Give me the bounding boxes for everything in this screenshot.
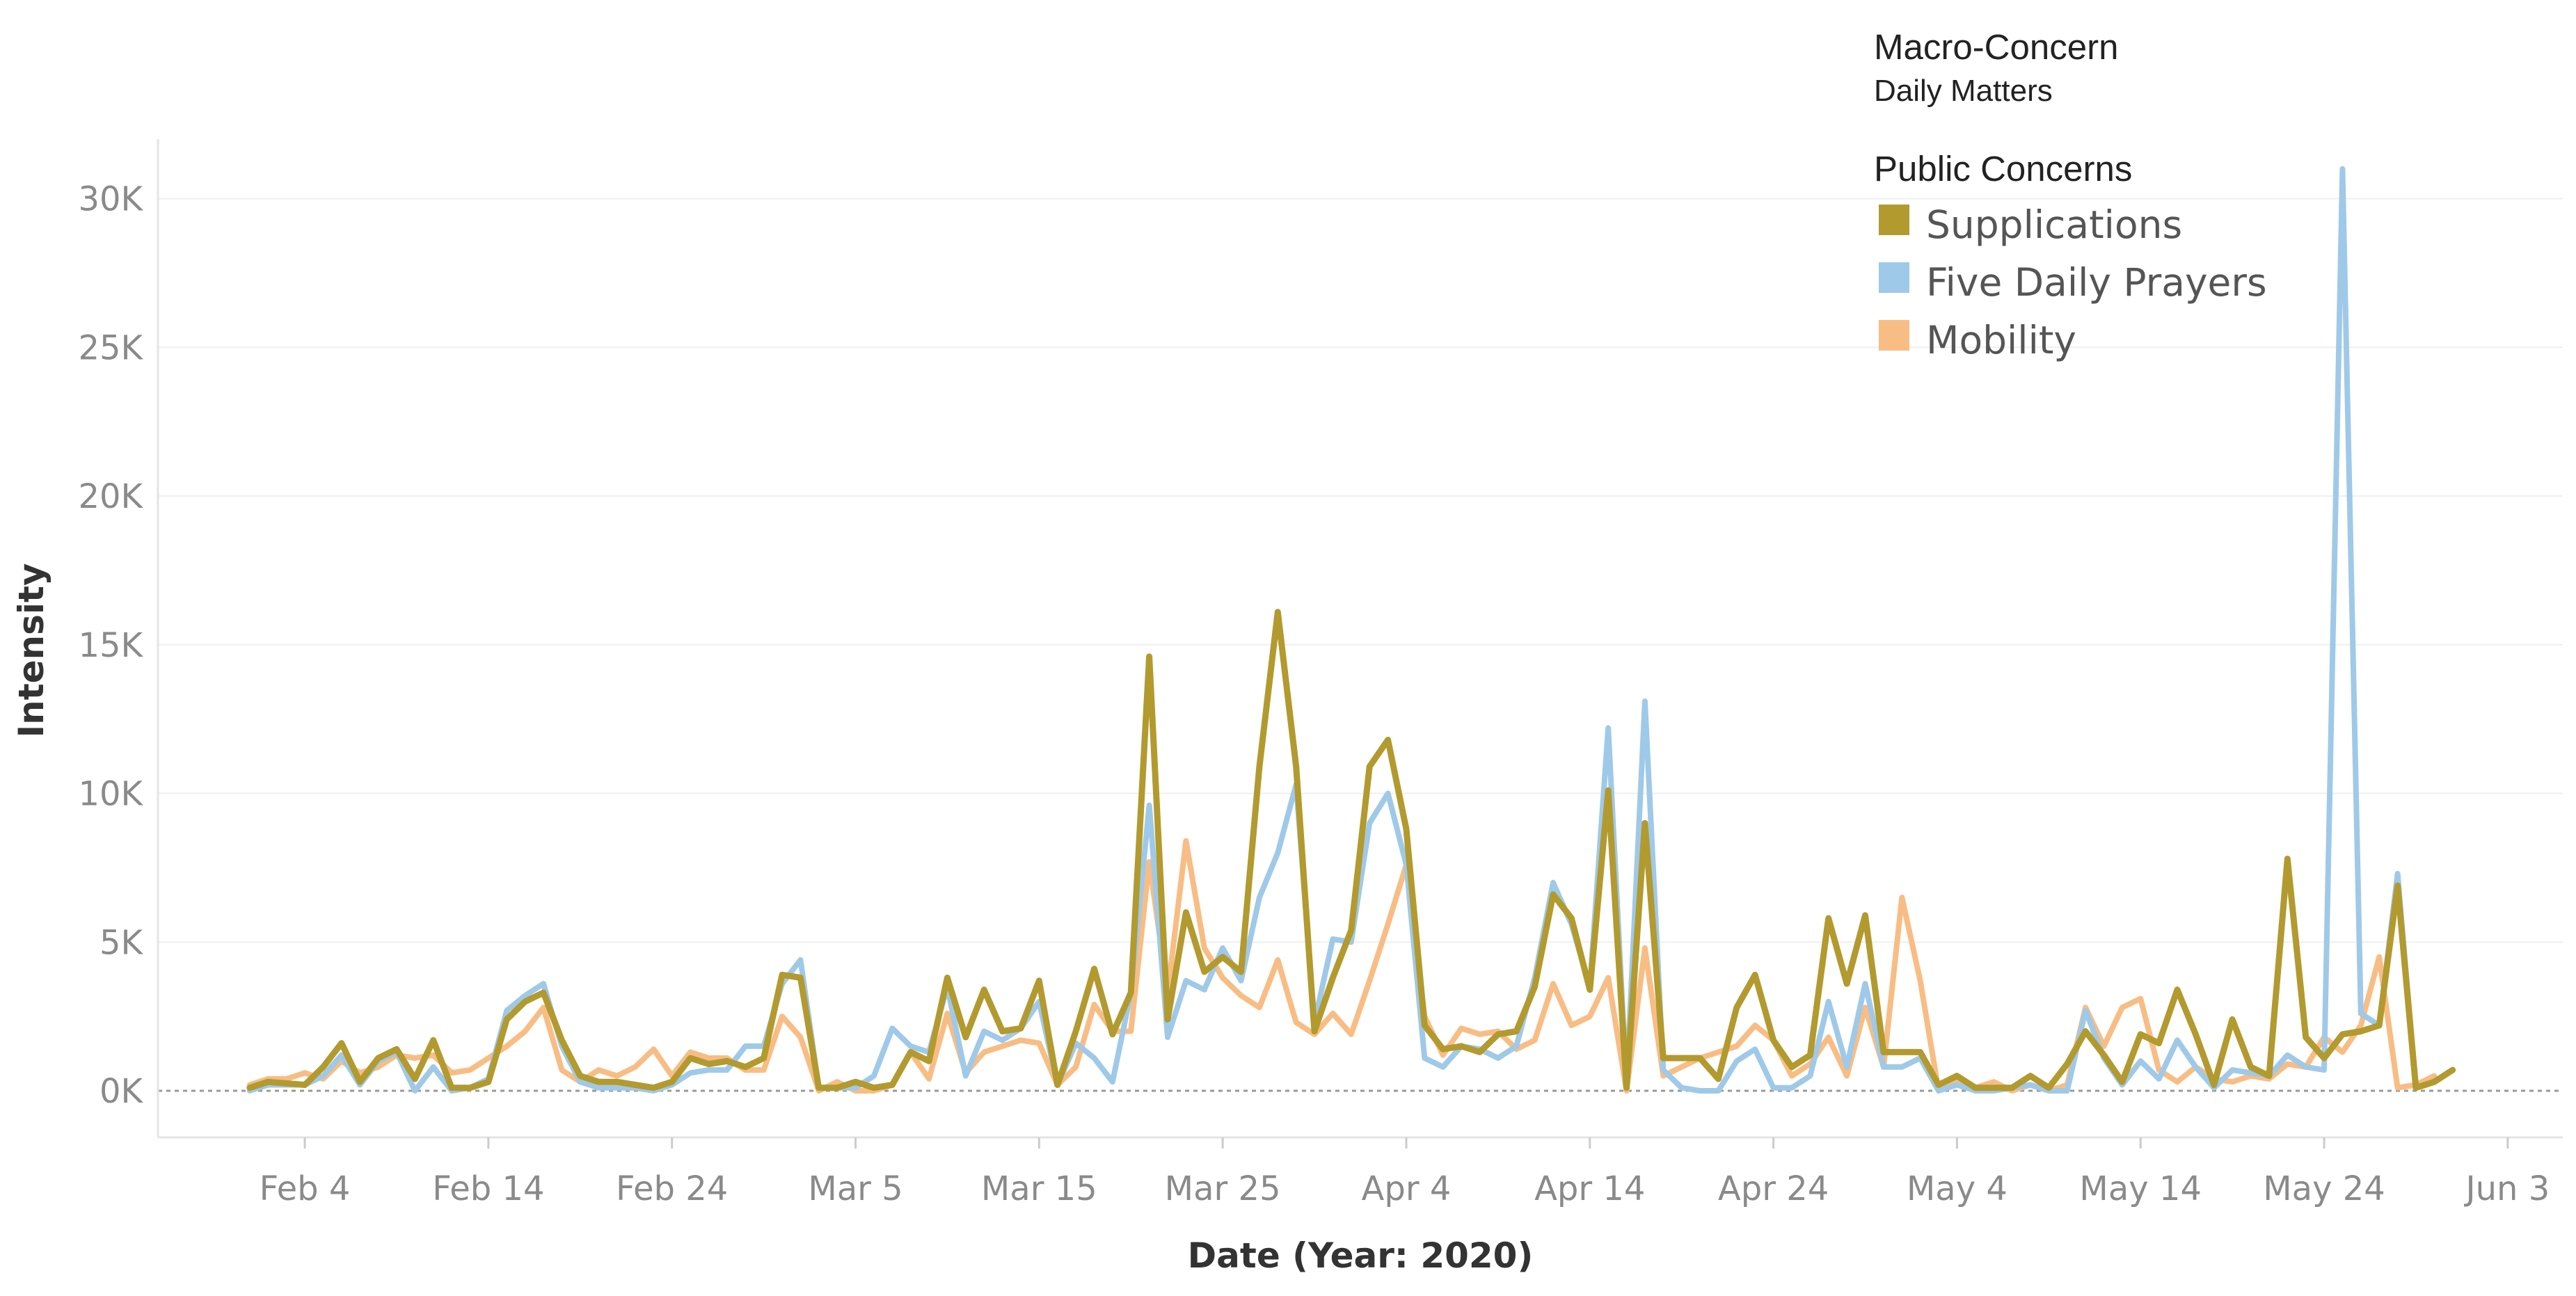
x-tick-label: May 4 [1907,1169,2007,1208]
grid-lines [158,198,2563,943]
legend-label: Supplications [1926,202,2182,247]
series-line-mobility [246,838,2438,1094]
x-axis-ticks: Feb 4 Feb 14 Feb 24 Mar 5 Mar 15 Mar 25 Apr 4 A… [260,1137,2550,1208]
y-tick-label: 20K [78,477,143,516]
x-tick-label: Feb 24 [616,1169,728,1208]
x-tick-label: Feb 14 [432,1169,544,1208]
legend-label: Mobility [1926,318,2076,362]
legend-context-value: Daily Matters [1874,74,2053,108]
legend-swatch [1879,320,1909,351]
y-tick-label: 0K [100,1072,144,1111]
series-line-supplications [246,609,2456,1091]
x-tick-label: Mar 15 [981,1169,1097,1208]
x-tick-label: Mar 25 [1165,1169,1281,1208]
x-tick-label: Jun 3 [2463,1169,2550,1208]
y-axis-title: Intensity [11,563,51,737]
legend-items: Supplications Five Daily Prayers Mobility [1879,202,2267,362]
legend-context-title: Macro-Concern [1874,27,2118,67]
legend-label: Five Daily Prayers [1926,260,2267,305]
x-tick-label: Mar 5 [808,1169,903,1208]
x-tick-label: May 14 [2079,1169,2202,1208]
series-lines [246,166,2456,1094]
y-tick-label: 30K [78,180,143,219]
x-tick-label: Apr 24 [1718,1169,1829,1208]
legend-title: Public Concerns [1874,149,2132,189]
y-tick-label: 5K [100,923,144,962]
x-axis-title: Date (Year: 2020) [1188,1235,1534,1276]
x-tick-label: Feb 4 [260,1169,351,1208]
x-tick-label: May 24 [2263,1169,2385,1208]
y-tick-label: 25K [78,328,143,367]
y-tick-label: 15K [78,626,143,665]
y-tick-label: 10K [78,775,143,814]
series-line-five-daily-prayers [246,166,2456,1094]
x-tick-label: Apr 14 [1534,1169,1645,1208]
legend: Macro-Concern Daily Matters Public Conce… [1874,27,2267,362]
x-tick-label: Apr 4 [1362,1169,1452,1208]
legend-swatch [1879,262,1909,293]
y-axis-ticks: 0K 5K 10K 15K 20K 25K 30K [78,180,143,1112]
legend-swatch [1879,205,1909,235]
